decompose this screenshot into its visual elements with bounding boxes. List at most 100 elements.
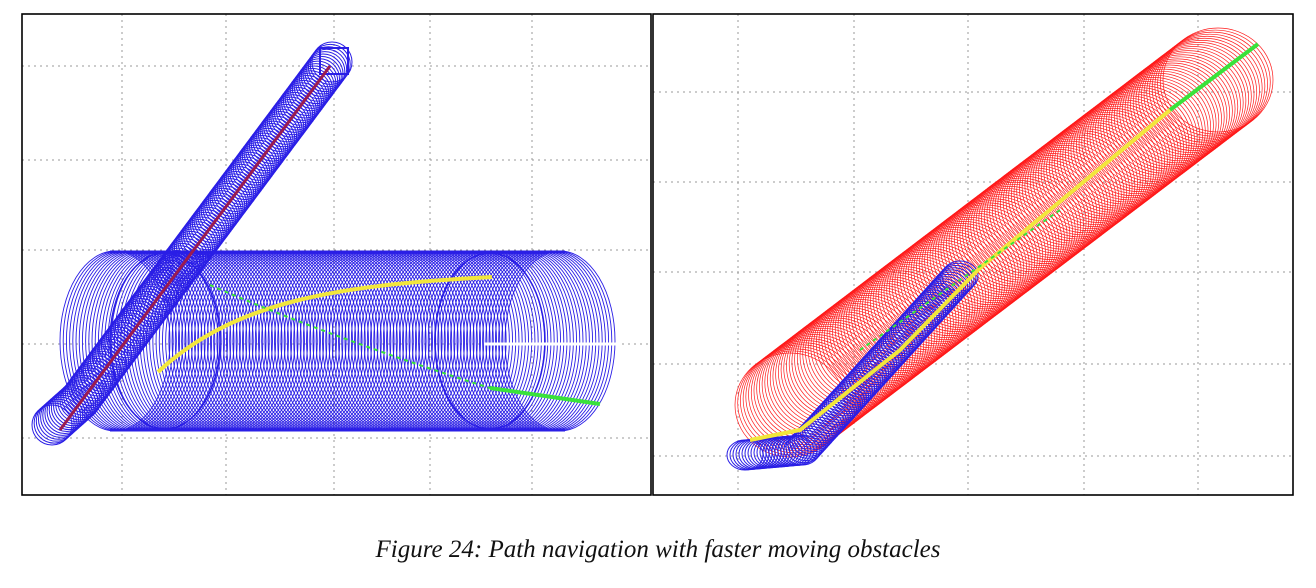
obstacle-footprint (919, 285, 957, 317)
obstacle-footprint (280, 250, 392, 432)
obstacle-footprint (158, 250, 270, 432)
robot-path-green-dotted (859, 209, 1061, 351)
obstacle-footprint (838, 374, 876, 406)
obstacle-footprint (1157, 31, 1268, 137)
robot-path-green-dotted (209, 284, 491, 389)
obstacle-footprint (1119, 60, 1231, 166)
obstacle-footprint (485, 250, 597, 432)
obstacle-footprint (283, 250, 395, 432)
obstacle-footprint (866, 343, 904, 375)
obstacle-footprint (840, 372, 878, 404)
obstacle-footprint (261, 250, 373, 432)
obstacle-footprint (819, 394, 857, 426)
obstacle-footprint (1122, 58, 1233, 164)
obstacle-footprint (293, 250, 405, 432)
obstacle-end-cap (434, 252, 546, 430)
obstacle-footprint (892, 314, 930, 346)
obstacle-footprint (852, 358, 890, 390)
obstacle-footprint (898, 307, 936, 339)
obstacle-footprint (475, 250, 587, 432)
obstacle-footprint (48, 389, 90, 431)
obstacle-footprint (726, 439, 764, 471)
obstacle-footprint (251, 250, 363, 432)
obstacle-footprint (270, 250, 382, 432)
obstacle-footprint (1113, 64, 1225, 170)
obstacle-footprint (325, 250, 437, 432)
obstacle-footprint (210, 250, 321, 432)
obstacle-footprint (309, 250, 421, 432)
obstacle-footprint (817, 396, 855, 428)
obstacle-footprint (832, 380, 870, 412)
obstacle-footprint (46, 391, 88, 433)
obstacle-footprint (482, 250, 594, 432)
obstacle-footprint (286, 250, 398, 432)
obstacle-start-box (319, 47, 349, 75)
obstacle-footprint (828, 385, 866, 417)
obstacle-footprint (344, 250, 456, 432)
obstacle-footprint (896, 309, 934, 341)
obstacle-footprint (1130, 52, 1241, 158)
obstacle-footprint (1151, 35, 1263, 141)
obstacle-footprint (315, 250, 427, 432)
obstacle-footprint (302, 250, 414, 432)
right-panel-frame (652, 13, 1294, 496)
obstacle-footprint (306, 250, 417, 432)
red-obstacle-sweep (734, 27, 1274, 458)
obstacle-footprint (331, 250, 443, 432)
obstacle-footprint (242, 250, 353, 432)
obstacle-footprint (33, 402, 75, 444)
obstacle-footprint (862, 347, 900, 379)
left-panel-frame (21, 13, 652, 496)
obstacle-footprint (882, 325, 920, 357)
obstacle-footprint (886, 320, 924, 352)
obstacle-footprint (338, 250, 449, 432)
obstacle-footprint (187, 250, 299, 432)
obstacle-footprint (907, 298, 945, 330)
obstacle-footprint (911, 293, 949, 325)
obstacle-footprint (824, 389, 862, 421)
obstacle-footprint (915, 289, 953, 321)
obstacle-footprint (213, 250, 325, 432)
figure-caption: Figure 24: Path navigation with faster m… (375, 536, 941, 563)
robot-path-green (1168, 42, 1260, 112)
obstacle-footprint (1149, 37, 1260, 143)
obstacle-footprint (1140, 44, 1252, 149)
obstacle-footprint (1159, 29, 1271, 135)
obstacle-footprint (277, 250, 389, 432)
obstacle-footprint (318, 250, 430, 432)
right-simulation-panel (652, 13, 1294, 496)
obstacle-footprint (200, 250, 312, 432)
obstacle-footprint (290, 250, 401, 432)
obstacle-footprint (219, 250, 331, 432)
obstacle-footprint (870, 338, 908, 370)
obstacle-footprint (168, 250, 280, 432)
obstacle-footprint (37, 398, 79, 440)
obstacle-footprint (903, 302, 941, 334)
obstacle-footprint (267, 250, 379, 432)
obstacle-footprint (299, 250, 411, 432)
obstacle-footprint (491, 250, 603, 432)
obstacle-footprint (35, 400, 77, 442)
obstacle-footprint (149, 250, 261, 432)
obstacle-footprint (245, 250, 357, 432)
obstacle-footprint (1116, 62, 1228, 168)
obstacle-footprint (478, 250, 590, 432)
obstacle-footprint (929, 273, 967, 305)
obstacle-footprint (874, 334, 912, 366)
obstacle-footprint (890, 316, 928, 348)
obstacle-footprint (925, 278, 963, 310)
obstacle-footprint (274, 250, 385, 432)
obstacle-footprint (238, 250, 350, 432)
obstacle-footprint (830, 383, 868, 415)
diagonal-obstacle-sweep (31, 41, 353, 446)
obstacle-footprint (328, 250, 440, 432)
obstacle-footprint (933, 269, 971, 301)
obstacle-footprint (206, 250, 318, 432)
obstacle-footprint (905, 300, 943, 332)
diagonal-path-line (58, 65, 332, 431)
obstacle-footprint (1111, 66, 1222, 172)
obstacle-footprint (909, 296, 947, 328)
obstacle-footprint (854, 356, 892, 388)
obstacle-footprint (913, 291, 951, 323)
robot-path-green (489, 386, 601, 406)
